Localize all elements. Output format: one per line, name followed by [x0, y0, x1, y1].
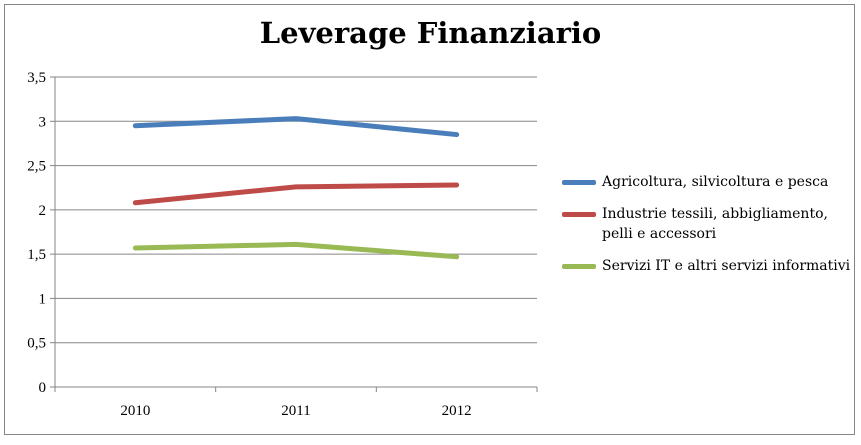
y-tick-label: 2 [39, 203, 47, 219]
y-tick-label: 2,5 [27, 159, 46, 175]
legend-label: Servizi IT e altri servizi informativi [602, 258, 851, 274]
legend-label: Industrie tessili, abbigliamento, pelli … [602, 206, 828, 242]
x-tick-label: 2011 [281, 403, 310, 419]
legend-item-2: Industrie tessili, abbigliamento, pelli … [562, 204, 852, 244]
chart-title: Leverage Finanziario [259, 16, 602, 50]
legend-label: Agricoltura, silvicoltura e pesca [602, 174, 829, 190]
x-tick-label: 2012 [442, 403, 472, 419]
chart-frame [4, 4, 855, 435]
series-line-1 [132, 116, 460, 138]
series-line-3 [132, 241, 460, 260]
series-line-2 [132, 182, 460, 206]
y-tick-label: 3 [39, 114, 47, 130]
legend-item-1: Agricoltura, silvicoltura e pesca [562, 172, 852, 192]
legend-item-3: Servizi IT e altri servizi informativi [562, 256, 852, 276]
y-tick-label: 3,5 [27, 70, 46, 86]
x-tick-label: 2010 [120, 403, 150, 419]
legend: Agricoltura, silvicoltura e pesca Industr… [562, 172, 852, 288]
legend-swatch [562, 264, 596, 269]
legend-swatch [562, 180, 596, 185]
legend-swatch [562, 212, 596, 217]
y-tick-label: 0,5 [27, 336, 46, 352]
y-tick-label: 1,5 [27, 247, 46, 263]
y-tick-label: 0 [39, 380, 47, 396]
y-tick-label: 1 [39, 291, 47, 307]
